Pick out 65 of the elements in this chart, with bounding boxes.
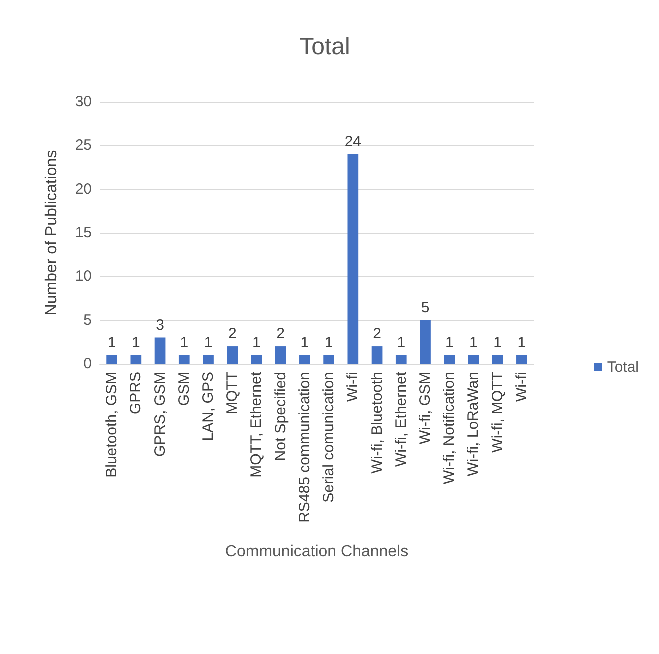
data-label: 1 xyxy=(397,334,406,352)
bar xyxy=(275,346,286,364)
x-axis-title: Communication Channels xyxy=(225,544,409,560)
bar xyxy=(444,355,456,364)
legend-label: Total xyxy=(607,359,640,376)
data-label: 1 xyxy=(132,334,140,352)
x-tick-label: Wi-fi, Bluetooth xyxy=(368,372,386,474)
y-axis-title: Number of Publications xyxy=(44,150,60,316)
y-tick-label: 15 xyxy=(75,224,92,242)
bar xyxy=(300,355,310,364)
x-tick-label: Wi-fi, GSM xyxy=(417,372,434,444)
x-tick-label: Wi-fi, Ethernet xyxy=(392,371,410,468)
chart-title: Total xyxy=(300,34,350,60)
bar xyxy=(178,355,190,364)
bar xyxy=(130,355,142,364)
x-tick-label: Wi-fi, LoRaWan xyxy=(465,372,482,476)
data-label: 2 xyxy=(228,326,237,343)
data-label: 3 xyxy=(156,316,164,334)
data-label: 1 xyxy=(108,334,116,352)
bar xyxy=(468,355,480,364)
y-tick-label: 25 xyxy=(75,137,92,154)
x-tick-label: GSM xyxy=(176,372,193,406)
bar xyxy=(106,355,118,364)
bar xyxy=(492,355,504,364)
data-label: 1 xyxy=(470,334,478,352)
bar xyxy=(227,346,238,364)
data-label: 1 xyxy=(518,334,526,352)
y-tick-label: 20 xyxy=(75,180,92,198)
data-label: 1 xyxy=(445,334,454,352)
bar xyxy=(396,355,407,364)
x-tick-label: Wi-fi xyxy=(513,372,530,402)
x-tick-label: Bluetooth, GSM xyxy=(104,372,121,478)
bar xyxy=(516,355,528,364)
y-tick-label: 5 xyxy=(84,312,92,329)
data-label: 2 xyxy=(373,326,382,343)
bar xyxy=(203,355,214,364)
x-tick-label: LAN, GPS xyxy=(200,372,217,442)
x-tick-label: GPRS, GSM xyxy=(152,372,169,458)
data-label: 1 xyxy=(494,334,502,352)
y-tick-label: 10 xyxy=(75,268,92,286)
data-label: 1 xyxy=(300,334,310,352)
bar xyxy=(348,154,359,364)
bar xyxy=(154,338,166,364)
data-label: 1 xyxy=(204,334,213,352)
bar xyxy=(420,320,431,364)
x-tick-label: Wi-fi xyxy=(344,372,362,402)
bar xyxy=(372,346,383,364)
x-tick-label: MQTT xyxy=(224,372,242,414)
bar xyxy=(324,355,334,364)
x-tick-label: MQTT, Ethernet xyxy=(248,371,266,478)
y-tick-label: 0 xyxy=(84,356,92,372)
data-label: 5 xyxy=(421,299,430,316)
x-tick-label: RS485 communication xyxy=(296,372,314,523)
data-label: 24 xyxy=(344,133,362,150)
x-tick-label: Not Specified xyxy=(272,372,290,462)
data-label: 1 xyxy=(180,334,189,352)
x-tick-label: Wi-fi, Notification xyxy=(441,372,458,485)
x-tick-label: Wi-fi, MQTT xyxy=(489,372,506,453)
x-tick-label: Serial comunication xyxy=(320,372,338,503)
y-tick-label: 30 xyxy=(75,94,92,110)
data-label: 1 xyxy=(252,334,261,352)
bar xyxy=(251,355,262,364)
x-tick-label: GPRS xyxy=(128,372,145,415)
data-label: 2 xyxy=(276,326,286,343)
data-label: 1 xyxy=(324,334,334,352)
